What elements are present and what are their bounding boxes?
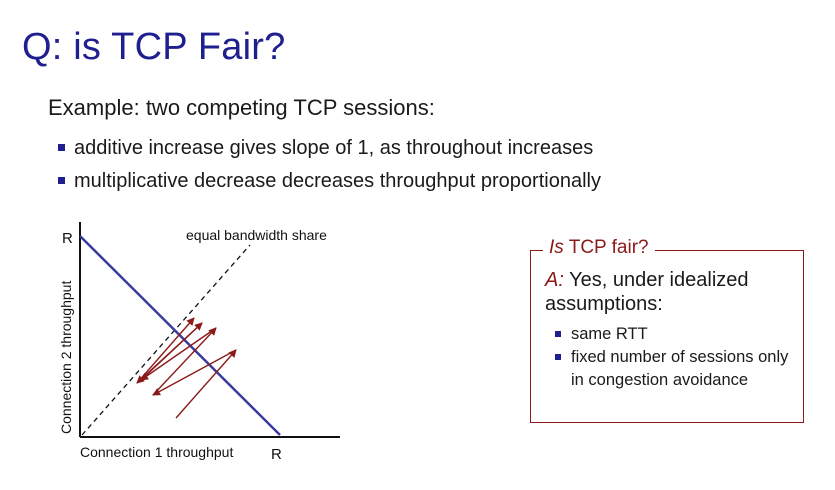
trajectory-arrow bbox=[175, 349, 237, 419]
bullet-list: additive increase gives slope of 1, as t… bbox=[58, 132, 601, 198]
box-legend-italic: Is bbox=[549, 237, 564, 258]
bullet-square-icon bbox=[58, 144, 65, 151]
equal-share-line bbox=[81, 244, 251, 436]
bullet-square-icon bbox=[58, 177, 65, 184]
capacity-line bbox=[79, 235, 281, 436]
trajectory-arrow bbox=[140, 327, 217, 381]
conditions-list: same RTT fixed number of sessions only i… bbox=[555, 323, 801, 392]
equal-share-label: equal bandwidth share bbox=[186, 227, 327, 243]
trajectory-arrow bbox=[136, 322, 203, 384]
slide-title: Q: is TCP Fair? bbox=[22, 26, 286, 68]
box-answer: A: Yes, under idealized assumptions: bbox=[545, 268, 795, 316]
bullet-text: multiplicative decrease decreases throug… bbox=[74, 170, 601, 192]
box-legend-text: TCP fair? bbox=[568, 237, 649, 258]
x-axis-end-label: R bbox=[271, 446, 282, 463]
trajectory-arrows bbox=[136, 317, 237, 419]
x-axis-label: Connection 1 throughput bbox=[80, 444, 233, 460]
condition-item: same RTT bbox=[555, 323, 801, 346]
y-axis-label: Connection 2 throughput bbox=[58, 281, 74, 434]
y-axis-top-label: R bbox=[62, 230, 73, 247]
trajectory-arrow bbox=[136, 317, 195, 384]
answer-text: Yes, under idealized assumptions: bbox=[545, 269, 749, 315]
trajectory-arrow bbox=[152, 327, 217, 396]
bullet-square-icon bbox=[555, 331, 561, 337]
box-legend: Is TCP fair? bbox=[543, 237, 655, 259]
slide-subtitle: Example: two competing TCP sessions: bbox=[48, 95, 435, 120]
tcp-fair-box: Is TCP fair? A: Yes, under idealized ass… bbox=[530, 237, 804, 423]
bullet-text: additive increase gives slope of 1, as t… bbox=[74, 137, 594, 159]
condition-text: fixed number of sessions only in congest… bbox=[571, 348, 789, 389]
condition-item: fixed number of sessions only in congest… bbox=[555, 346, 801, 392]
condition-text: same RTT bbox=[571, 325, 648, 343]
trajectory-arrow bbox=[152, 349, 237, 396]
bullet-square-icon bbox=[555, 354, 561, 360]
bullet-item: additive increase gives slope of 1, as t… bbox=[58, 132, 601, 165]
bullet-item: multiplicative decrease decreases throug… bbox=[58, 165, 601, 198]
answer-prefix: A: bbox=[545, 269, 564, 291]
